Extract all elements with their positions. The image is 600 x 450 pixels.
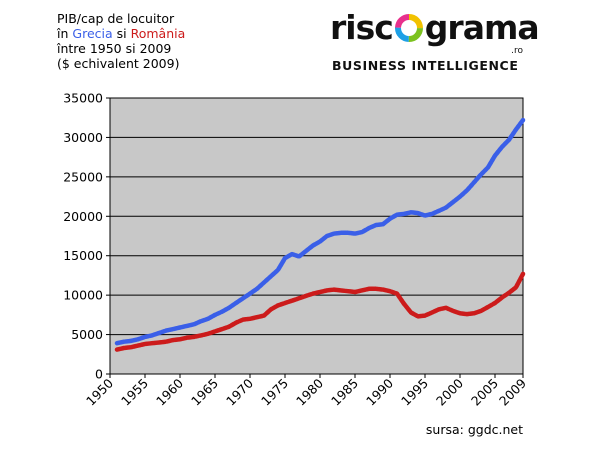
- title-and: si: [116, 26, 127, 41]
- logo-wordmark: risc grama: [330, 8, 540, 47]
- series-line-romania: [114, 271, 526, 352]
- x-tick-label: 1985: [328, 376, 361, 409]
- x-tick-label: 1960: [153, 375, 186, 408]
- logo-tagline: BUSINESS INTELLIGENCE: [332, 58, 519, 73]
- title-romania: România: [130, 26, 186, 41]
- y-axis: 0 5000 10000 15000 20000 25000 30000 35000: [63, 91, 110, 382]
- source-note: sursa: ggdc.net: [425, 422, 523, 437]
- y-tick-label: 30000: [63, 130, 103, 145]
- y-tick-label: 10000: [63, 288, 103, 303]
- logo-ring-icon: [394, 14, 423, 42]
- x-tick-label: 1975: [258, 376, 291, 409]
- title-line-2: în Grecia si România: [57, 26, 185, 41]
- x-tick-label: 1995: [398, 376, 431, 409]
- x-tick-label: 1950: [83, 375, 116, 408]
- chart-title: PIB/cap de locuitor în Grecia si România…: [57, 11, 185, 71]
- x-tick-label: 1965: [188, 376, 221, 409]
- x-tick-label: 1990: [363, 375, 396, 408]
- grid-lines: [110, 136, 523, 336]
- y-tick-label: 0: [95, 367, 103, 382]
- plot-area: [109, 97, 524, 375]
- series-lines: [114, 117, 526, 352]
- y-tick-label: 5000: [71, 327, 103, 342]
- title-line-3: între 1950 si 2009: [57, 41, 172, 56]
- x-tick-label: 2000: [433, 375, 466, 408]
- series-line-greece: [114, 117, 526, 346]
- y-tick-label: 20000: [63, 209, 103, 224]
- logo-suffix: .ro: [511, 46, 523, 56]
- x-tick-label: 1980: [293, 375, 326, 408]
- y-tick-label: 15000: [63, 248, 103, 263]
- x-tick-label: 1970: [223, 375, 256, 408]
- x-tick-label: 2009: [496, 375, 529, 408]
- logo-word-left: risc: [330, 8, 394, 47]
- x-tick-label: 2005: [468, 376, 501, 409]
- title-prefix: în: [57, 26, 69, 41]
- logo-word-right: grama: [424, 8, 540, 47]
- riscograma-logo: risc grama .ro BUSINESS INTELLIGENCE: [326, 8, 540, 74]
- y-tick-label: 25000: [63, 169, 103, 184]
- x-tick-label: 1955: [118, 376, 151, 409]
- title-line-4: ($ echivalent 2009): [57, 56, 180, 71]
- x-axis: 1950 1955 1960 1965 1970 1975 1980 1985 1990 1995…: [83, 374, 529, 409]
- y-tick-label: 35000: [63, 91, 103, 106]
- title-greece: Grecia: [72, 26, 113, 41]
- title-line-1: PIB/cap de locuitor: [57, 11, 175, 26]
